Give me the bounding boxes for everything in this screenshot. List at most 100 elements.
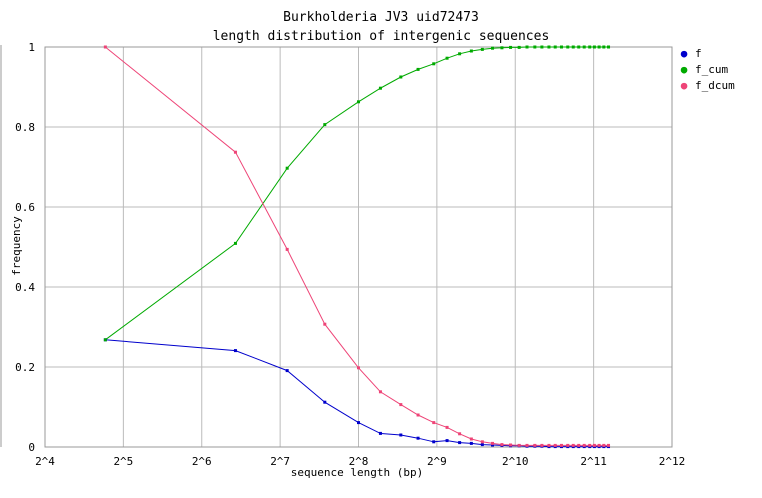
series-line-f [105, 339, 609, 448]
x-tick-label: 2^9 [427, 455, 447, 468]
data-point-f_dcum [491, 441, 495, 445]
data-point-f [378, 431, 382, 435]
data-point-f_dcum [592, 443, 596, 447]
series-line-f_dcum [104, 46, 609, 446]
data-point-f_dcum [582, 443, 586, 447]
x-tick-label: 2^6 [192, 455, 212, 468]
data-point-f_dcum [602, 443, 606, 447]
data-point-f_dcum [553, 443, 557, 447]
data-point-f_cum [540, 45, 544, 49]
data-point-f_cum [553, 45, 557, 49]
data-point-f_dcum [357, 366, 360, 370]
data-point-f_cum [357, 100, 360, 104]
y-tick-label: 0.6 [15, 201, 35, 214]
data-point-f_dcum [323, 322, 327, 326]
data-point-f [480, 443, 484, 447]
data-point-f_dcum [577, 443, 581, 447]
legend-label: f_cum [695, 63, 728, 76]
x-tick-label: 2^5 [113, 455, 133, 468]
data-point-f_cum [432, 62, 436, 66]
data-point-f_dcum [547, 443, 551, 447]
series-points [103, 45, 611, 449]
y-tick-label: 0.4 [15, 281, 35, 294]
data-point-f_dcum [458, 432, 462, 436]
data-point-f_cum [103, 338, 107, 342]
x-axis-label: sequence length (bp) [291, 466, 423, 479]
data-point-f_cum [533, 45, 537, 49]
x-tick-label: 2^8 [349, 455, 369, 468]
y-tick-label: 0 [28, 441, 35, 454]
data-point-f [445, 439, 449, 443]
data-point-f_dcum [445, 425, 449, 429]
data-point-f_cum [577, 45, 581, 49]
data-point-f [458, 441, 462, 445]
data-point-f_dcum [525, 443, 529, 447]
data-point-f_cum [509, 45, 513, 49]
data-point-f_cum [592, 45, 596, 49]
data-point-f_dcum [469, 437, 473, 441]
data-point-f_cum [491, 46, 495, 50]
legend-label: f_dcum [695, 79, 735, 92]
data-point-f_cum [445, 56, 449, 60]
data-point-f_dcum [571, 443, 575, 447]
data-point-f_cum [547, 45, 551, 49]
data-point-f_cum [458, 52, 462, 56]
data-point-f_cum [571, 45, 575, 49]
data-point-f_dcum [285, 247, 289, 251]
data-point-f_dcum [432, 421, 436, 425]
data-point-f [491, 443, 495, 447]
data-point-f_cum [597, 45, 601, 49]
data-point-f_cum [480, 47, 484, 51]
legend: ● f ● f_cum ● f_dcum [681, 47, 735, 92]
data-point-f_dcum [233, 150, 237, 154]
data-point-f [285, 369, 289, 373]
data-point-f_cum [323, 123, 327, 127]
y-tick-label: 1 [28, 41, 35, 54]
data-point-f_cum [588, 45, 592, 49]
data-point-f_cum [559, 45, 563, 49]
data-point-f_dcum [378, 390, 382, 394]
x-tick-label: 2^11 [580, 455, 607, 468]
y-tick-label: 0.8 [15, 121, 35, 134]
data-point-f [233, 349, 237, 353]
x-tick-label: 2^12 [659, 455, 686, 468]
data-point-f_cum [500, 46, 504, 50]
data-point-f_dcum [416, 413, 420, 417]
data-point-f [357, 421, 360, 425]
data-point-f_cum [233, 241, 237, 245]
data-point-f_dcum [399, 403, 403, 407]
data-point-f_cum [582, 45, 586, 49]
series-lines [104, 46, 609, 448]
legend-label: f [695, 47, 702, 60]
data-point-f [323, 400, 327, 404]
data-point-f_dcum [607, 443, 611, 447]
data-point-f [399, 433, 403, 437]
data-point-f_cum [399, 75, 403, 79]
chart-subtitle: length distribution of intergenic sequen… [213, 29, 550, 44]
data-point-f_dcum [566, 443, 570, 447]
y-tick-label: 0.2 [15, 361, 35, 374]
series-line-f_cum [105, 46, 609, 341]
data-point-f [469, 441, 473, 445]
data-point-f_cum [525, 45, 529, 49]
data-point-f_cum [607, 45, 611, 49]
data-point-f_dcum [103, 45, 107, 49]
plot-frame [44, 46, 673, 448]
grid [44, 46, 673, 448]
data-point-f_dcum [533, 443, 537, 447]
chart-title: Burkholderia JV3 uid72473 [283, 10, 479, 25]
data-point-f_dcum [597, 443, 601, 447]
legend-marker-icon: ● [681, 63, 688, 76]
data-point-f_cum [517, 45, 521, 49]
data-point-f_dcum [480, 440, 484, 444]
data-point-f_dcum [500, 443, 504, 447]
data-point-f_cum [602, 45, 606, 49]
data-point-f_cum [566, 45, 570, 49]
data-point-f_cum [285, 166, 289, 170]
data-point-f_dcum [559, 443, 563, 447]
legend-marker-icon: ● [681, 79, 688, 92]
data-point-f_dcum [540, 443, 544, 447]
data-point-f_dcum [588, 443, 592, 447]
data-point-f_dcum [509, 443, 513, 447]
